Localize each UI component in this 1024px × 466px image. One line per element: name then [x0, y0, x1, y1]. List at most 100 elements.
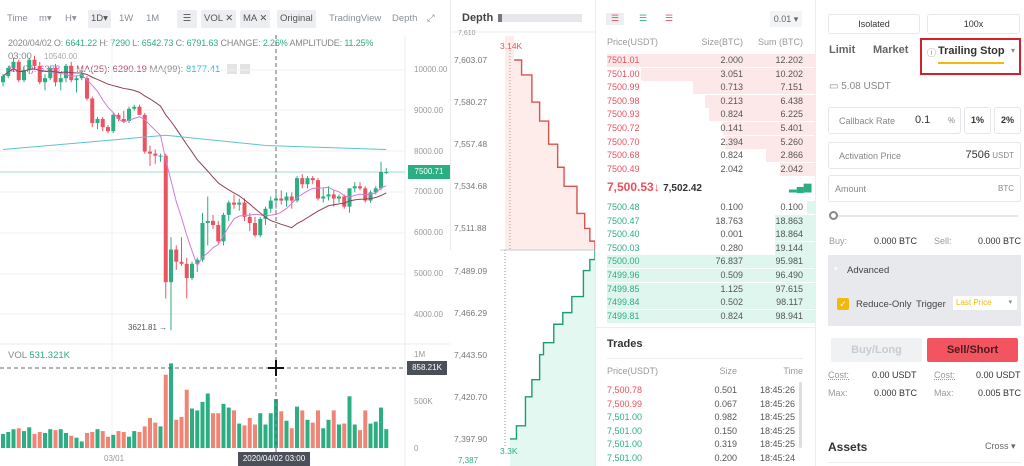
ask-row[interactable]: 7500.98 0.213 6.438: [607, 94, 815, 108]
interval-hours[interactable]: H▾: [65, 13, 77, 24]
vol-indicator-toggle[interactable]: VOL ✕: [201, 10, 237, 28]
candle-body: [237, 202, 242, 205]
book-view-asks-icon[interactable]: ☰: [664, 13, 674, 23]
trades-scrollbar[interactable]: [799, 382, 802, 448]
slider-handle[interactable]: [829, 211, 838, 220]
advanced-toggle[interactable]: Advanced: [847, 265, 890, 276]
trade-row[interactable]: 7,501.00 0.982 18:45:25: [607, 411, 803, 424]
trigger-select[interactable]: Last Price ▾: [953, 296, 1017, 310]
interval-1d[interactable]: 1D▾: [88, 10, 111, 28]
low-marker: 3621.81 →: [128, 323, 168, 332]
volume-bar: [337, 424, 341, 448]
ask-row[interactable]: 7501.00 3.051 10.202: [607, 67, 815, 81]
depth-slider-handle[interactable]: [498, 14, 502, 22]
book-view-both-icon[interactable]: ☰: [606, 13, 624, 25]
bid-row[interactable]: 7500.40 0.001 18.864: [607, 228, 815, 242]
bid-row[interactable]: 7499.85 1.125 97.615: [607, 282, 815, 296]
trade-row[interactable]: 7,501.00 0.150 18:45:25: [607, 425, 803, 438]
bid-row[interactable]: 7499.84 0.502 98.117: [607, 296, 815, 310]
tab-trailing-stop[interactable]: ⓘ Trailing Stop ▾: [920, 38, 1021, 75]
ma-indicator-toggle[interactable]: MA ✕: [240, 10, 271, 28]
fullscreen-icon[interactable]: ⤢: [427, 13, 435, 24]
bid-row[interactable]: 7500.00 76.837 95.981: [607, 255, 815, 269]
ask-row[interactable]: 7500.70 2.394 5.260: [607, 135, 815, 149]
close-value: 6791.63: [186, 38, 219, 48]
book-view-bids-icon[interactable]: ☰: [638, 13, 648, 23]
volume-bar: [247, 417, 252, 448]
depth-tick: 7,443.50: [454, 349, 488, 360]
volume-bar: [358, 430, 362, 448]
depth-bar: [766, 149, 815, 163]
interval-1w[interactable]: 1W: [119, 13, 134, 24]
buy-cost-value: 0.00 USDT: [872, 370, 917, 380]
trade-row[interactable]: 7,501.00 0.319 18:45:25: [607, 438, 803, 451]
sum: 0.100: [780, 202, 803, 212]
bid-row[interactable]: 7500.47 18.763 18.863: [607, 214, 815, 228]
view-depth[interactable]: Depth: [392, 13, 418, 24]
tab-market[interactable]: Market: [873, 44, 909, 56]
ask-row[interactable]: 7501.01 2.000 12.202: [607, 54, 815, 67]
ask-row[interactable]: 7500.72 0.141 5.401: [607, 122, 815, 135]
view-tradingview[interactable]: TradingView: [329, 13, 382, 24]
ask-row[interactable]: 7500.99 0.713 7.151: [607, 81, 815, 95]
time: 18:45:25: [759, 425, 795, 436]
callback-rate-input[interactable]: Callback Rate 0.1 %: [828, 107, 961, 134]
activation-price-input[interactable]: Activation Price 7506 USDT: [828, 142, 1021, 169]
price: 7,500.78: [607, 385, 643, 395]
reduce-only-checkbox[interactable]: ✓: [837, 298, 849, 310]
leverage-button[interactable]: 100x: [927, 14, 1020, 34]
volume-bar: [289, 428, 294, 448]
indicator-settings-icon[interactable]: ☰: [177, 10, 197, 28]
price: 7500.49: [607, 163, 640, 174]
c-label: C:: [175, 38, 185, 48]
margin-mode-button[interactable]: Isolated: [828, 14, 920, 34]
amount-input[interactable]: Amount BTC: [828, 175, 1021, 202]
buy-long-button[interactable]: Buy/Long: [831, 338, 922, 362]
candle-body: [226, 202, 231, 215]
interval-1m[interactable]: 1M: [146, 13, 160, 24]
mark-price: 7,502.42: [663, 183, 702, 194]
bid-row[interactable]: 7500.48 0.100 0.100: [607, 201, 815, 214]
interval-time[interactable]: Time: [7, 13, 28, 24]
ask-row[interactable]: 7500.68 0.824 2.866: [607, 149, 815, 163]
tab-limit[interactable]: Limit: [829, 44, 856, 56]
volume-bar: [258, 413, 263, 448]
bid-row[interactable]: 7499.96 0.509 96.490: [607, 269, 815, 282]
sell-short-button[interactable]: Sell/Short: [927, 338, 1018, 362]
ma-close-icon[interactable]: [239, 64, 250, 75]
depth-zoom-slider[interactable]: [498, 14, 582, 22]
assets-mode-select[interactable]: Cross ▾: [985, 441, 1016, 451]
candlestick-chart[interactable]: [0, 0, 450, 466]
depth-bar: [807, 201, 815, 214]
precision-select[interactable]: 0.01 ▾: [770, 11, 802, 27]
vol-value: 531.321K: [29, 350, 70, 361]
amount-slider[interactable]: [829, 211, 1018, 220]
volume-bar: [384, 429, 389, 448]
candle-body: [184, 263, 189, 279]
price-tick: 5000.00: [414, 269, 443, 278]
size: 0.213: [720, 95, 743, 106]
ma-settings-icon[interactable]: [226, 64, 237, 75]
size: 0.824: [720, 109, 743, 120]
trade-row[interactable]: 7,500.99 0.067 18:45:26: [607, 398, 803, 411]
bid-row[interactable]: 7499.81 0.824 98.941: [607, 309, 815, 323]
volume-bar: [132, 431, 137, 448]
trade-row[interactable]: 7,501.00 0.200 18:45:24: [607, 452, 803, 465]
activation-price-unit: USDT: [992, 151, 1014, 160]
collapse-icon[interactable]: ▾: [834, 266, 838, 273]
sell-cost-value: 0.00 USDT: [976, 370, 1021, 380]
callback-2pct-button[interactable]: 2%: [994, 107, 1021, 134]
volume-bar: [142, 426, 147, 448]
bid-row[interactable]: 7500.03 0.280 19.144: [607, 241, 815, 255]
price: 7500.70: [607, 136, 640, 147]
chevron-down-icon[interactable]: ▾: [1011, 46, 1016, 55]
ask-row[interactable]: 7500.49 2.042 2.042: [607, 162, 815, 176]
size: 0.100: [720, 202, 743, 212]
interval-minutes[interactable]: m▾: [39, 13, 52, 24]
view-original[interactable]: Original: [277, 10, 316, 28]
callback-1pct-button[interactable]: 1%: [964, 107, 991, 134]
trade-row[interactable]: 7,500.78 0.501 18:45:26: [607, 384, 803, 397]
ask-row[interactable]: 7500.93 0.824 6.225: [607, 108, 815, 122]
info-icon[interactable]: ⓘ: [927, 48, 937, 58]
depth-bar: [708, 108, 815, 122]
